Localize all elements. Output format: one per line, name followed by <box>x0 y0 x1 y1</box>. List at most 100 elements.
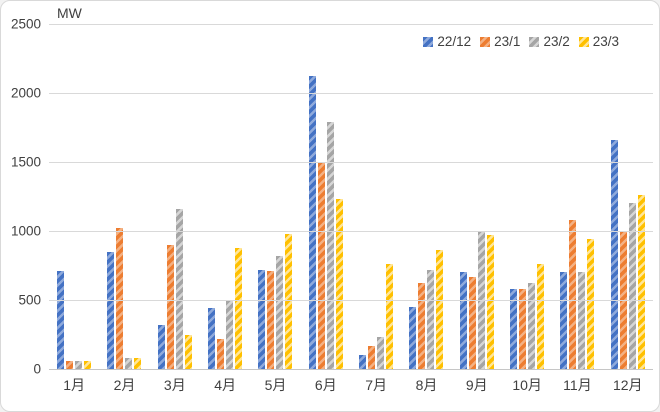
bar-group-6月 <box>301 24 351 369</box>
bar-22/12-3月 <box>157 324 165 369</box>
bar-23/1-11月 <box>569 219 577 369</box>
bar-23/2-1月 <box>75 361 83 369</box>
bar-23/3-8月 <box>436 250 444 369</box>
bar-23/2-4月 <box>226 301 234 369</box>
bar-23/2-5月 <box>276 255 284 369</box>
bar-23/1-10月 <box>519 288 527 369</box>
bar-group-7月 <box>351 24 401 369</box>
gridline <box>49 162 653 163</box>
y-tick-label: 1000 <box>10 223 41 239</box>
bar-23/2-10月 <box>528 283 536 369</box>
bar-23/3-5月 <box>285 233 293 369</box>
bar-group-3月 <box>150 24 200 369</box>
bar-group-11月 <box>552 24 602 369</box>
legend-marker-icon <box>578 36 589 47</box>
bar-23/1-7月 <box>368 345 376 369</box>
legend-item-23/2: 23/2 <box>529 34 570 49</box>
y-axis-unit-label: MW <box>57 5 82 21</box>
bar-group-1月 <box>49 24 99 369</box>
x-tick-label: 11月 <box>563 377 592 393</box>
bar-group-2月 <box>99 24 149 369</box>
x-tick-label: 12月 <box>612 377 643 393</box>
bars-layer <box>49 24 653 369</box>
x-tick-label: 6月 <box>314 377 337 393</box>
bar-23/3-2月 <box>134 357 142 369</box>
bar-23/2-7月 <box>377 337 385 369</box>
bar-23/3-9月 <box>486 235 494 369</box>
bar-group-8月 <box>401 24 451 369</box>
x-tick-label: 3月 <box>163 377 186 393</box>
bar-22/12-1月 <box>57 271 65 369</box>
y-axis: 0 500 1000 1500 2000 2500 <box>1 1 43 411</box>
bar-group-9月 <box>452 24 502 369</box>
bar-23/2-3月 <box>175 208 183 369</box>
y-tick-label: 500 <box>18 292 41 308</box>
bar-23/1-3月 <box>166 244 174 369</box>
y-tick-label: 2000 <box>10 85 41 101</box>
bar-23/2-2月 <box>125 357 133 369</box>
gridline <box>49 300 653 301</box>
x-axis-line <box>49 369 653 370</box>
legend-item-23/3: 23/3 <box>578 34 619 49</box>
bar-23/3-1月 <box>84 361 92 369</box>
bar-22/12-11月 <box>560 272 568 369</box>
bar-23/2-6月 <box>326 121 334 369</box>
x-axis: 1月 2月 3月 4月 5月 6月 7月 8月 9月 10月 11月 12月 <box>49 375 653 395</box>
x-tick-label: 8月 <box>415 377 438 393</box>
y-tick-label: 2500 <box>10 16 41 32</box>
x-tick-label: 9月 <box>465 377 488 393</box>
bar-22/12-7月 <box>359 355 367 369</box>
bar-23/2-11月 <box>578 272 586 369</box>
bar-23/3-10月 <box>537 264 545 369</box>
legend-marker-icon <box>423 36 434 47</box>
bar-22/12-6月 <box>308 76 316 369</box>
legend-marker-icon <box>480 36 491 47</box>
gridline <box>49 24 653 25</box>
bar-23/1-6月 <box>317 163 325 369</box>
bar-23/3-4月 <box>235 247 243 369</box>
bar-23/3-6月 <box>335 199 343 369</box>
legend-marker-icon <box>529 36 540 47</box>
bar-23/1-9月 <box>468 276 476 369</box>
bar-23/2-12月 <box>628 203 636 369</box>
legend-item-23/1: 23/1 <box>480 34 520 49</box>
legend-item-22/12: 22/12 <box>423 34 471 49</box>
x-tick-label: 5月 <box>264 377 287 393</box>
bar-22/12-10月 <box>510 288 518 369</box>
bar-group-4月 <box>200 24 250 369</box>
x-tick-label: 10月 <box>512 377 542 393</box>
bar-23/2-8月 <box>427 269 435 369</box>
plot-area <box>49 24 653 370</box>
bar-23/3-3月 <box>184 334 192 369</box>
legend-label: 23/1 <box>494 34 521 49</box>
bar-22/12-9月 <box>459 272 467 369</box>
x-tick-label: 7月 <box>365 377 388 393</box>
bar-23/1-2月 <box>116 228 124 369</box>
bar-22/12-12月 <box>610 139 618 369</box>
bar-22/12-2月 <box>107 251 115 369</box>
gridline <box>49 231 653 232</box>
legend-label: 23/2 <box>543 34 570 49</box>
legend-label: 23/3 <box>592 34 619 49</box>
bar-22/12-5月 <box>258 269 266 369</box>
bar-group-10月 <box>502 24 552 369</box>
bar-22/12-4月 <box>208 308 216 369</box>
bar-23/1-5月 <box>267 271 275 369</box>
y-tick-label: 0 <box>33 361 41 377</box>
gridline <box>49 93 653 94</box>
x-tick-label: 2月 <box>113 377 136 393</box>
bar-22/12-8月 <box>409 306 417 369</box>
bar-23/3-7月 <box>386 264 394 369</box>
bar-23/3-12月 <box>637 195 645 369</box>
bar-group-5月 <box>250 24 300 369</box>
bar-23/1-4月 <box>217 338 225 369</box>
x-tick-label: 1月 <box>63 377 86 393</box>
bar-23/1-8月 <box>418 283 426 369</box>
bar-23/1-1月 <box>66 361 74 369</box>
legend: 22/12 23/1 23/2 23/3 <box>423 34 619 49</box>
x-tick-label: 4月 <box>214 377 237 393</box>
y-tick-label: 1500 <box>10 154 41 170</box>
bar-23/3-11月 <box>587 239 595 369</box>
bar-group-12月 <box>603 24 653 369</box>
